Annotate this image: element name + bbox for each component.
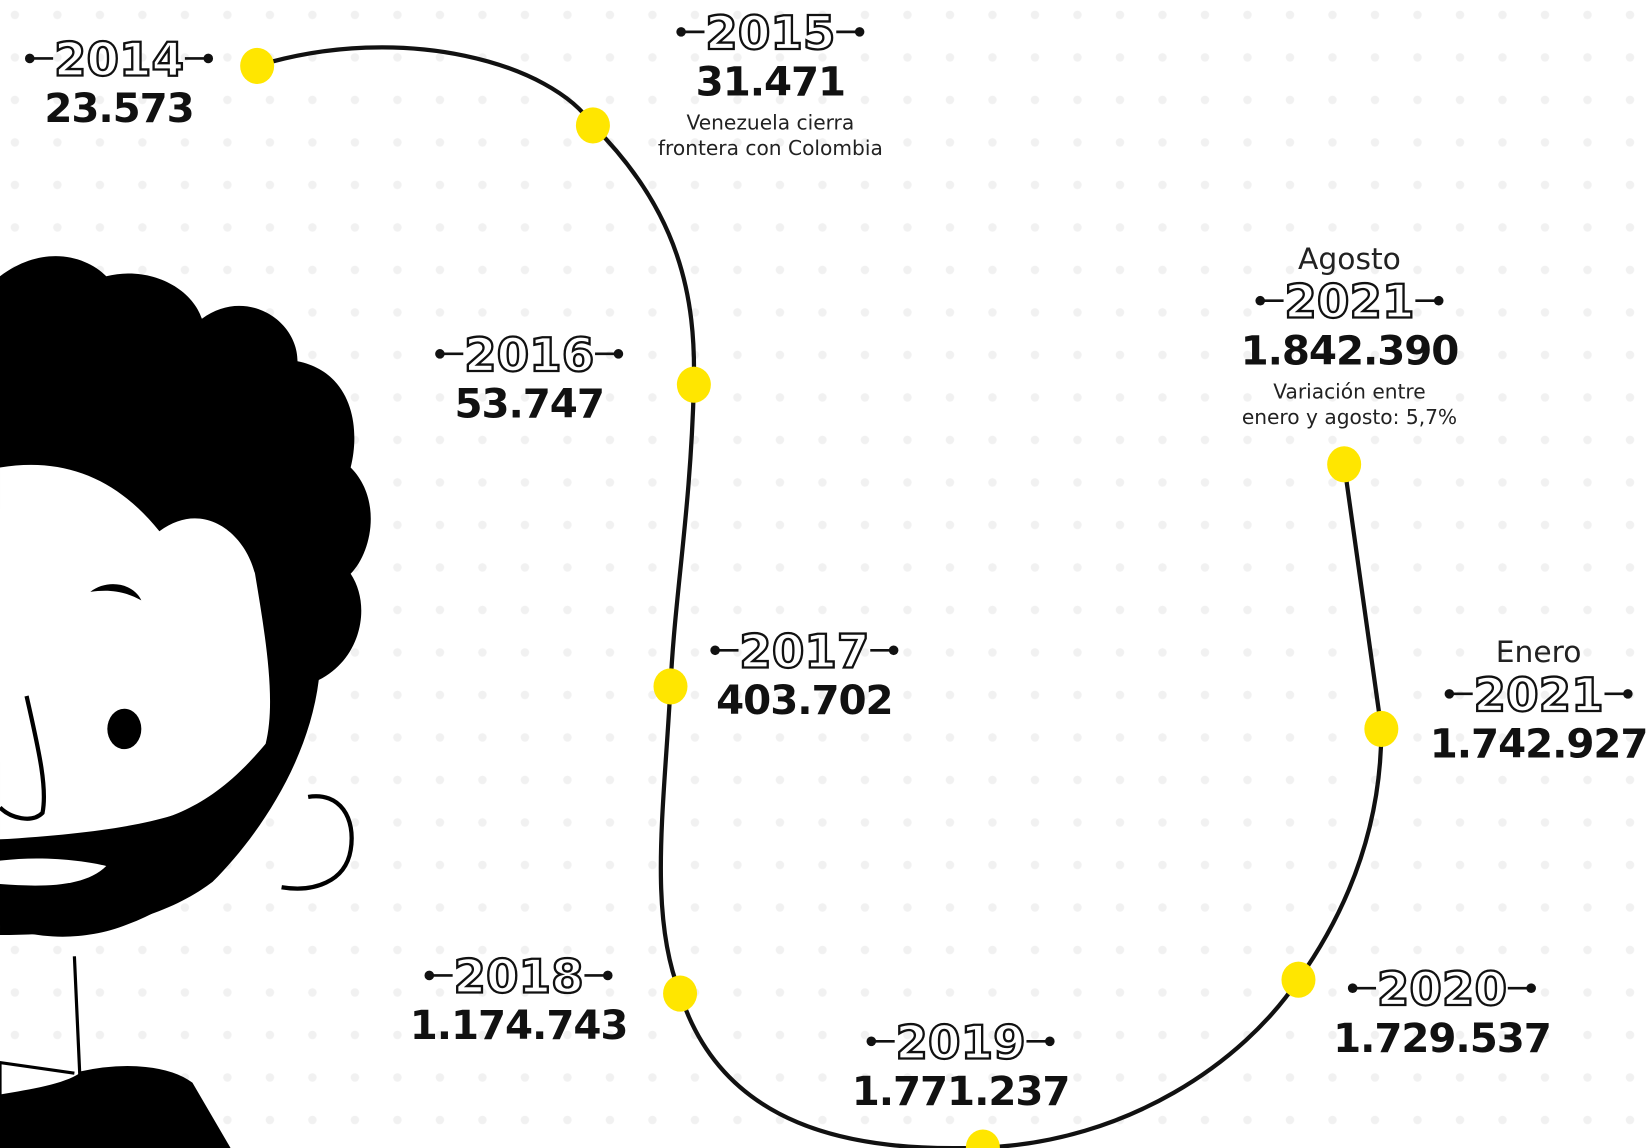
arrow-dot [1348,983,1358,993]
value-label: 1.742.927 [1430,721,1647,768]
arrow-dot [676,27,686,37]
arrow-dot [25,54,35,64]
page: {"timeline": [ {"year": "2014", "value":… [0,0,1647,1148]
value-label: 53.747 [454,381,603,428]
arrow-dot [425,971,435,981]
value-label: 23.573 [44,85,193,132]
arrow-dot [1434,296,1444,306]
note-line: frontera con Colombia [658,136,883,160]
period-label: Enero [1496,635,1582,670]
note-line: Venezuela cierra [687,111,855,135]
year-label: 2014 [54,33,184,87]
period-label: Agosto [1298,242,1401,277]
arrow-dot [1045,1037,1055,1047]
timeline-dot [1327,446,1361,482]
timeline-dot [576,107,610,143]
year-label: 2015 [705,7,835,61]
infographic: 201423.573 201531.471 Venezuela cierrafron… [0,0,1647,1148]
timeline-dot [677,367,711,403]
timeline-dot [240,48,274,84]
timeline-dot [1364,711,1398,747]
timeline-dot [663,975,697,1011]
note-line: Variación entre [1273,379,1425,403]
arrow-dot [867,1037,877,1047]
arrow-dot [889,646,899,656]
note-line: enero y agosto: 5,7% [1242,405,1457,429]
arrow-dot [203,54,213,64]
year-label: 2019 [896,1016,1026,1070]
year-label: 2018 [453,950,583,1004]
timeline-dot [1281,962,1315,998]
arrow-dot [710,646,720,656]
value-label: 1.174.743 [410,1002,628,1049]
arrow-dot [1526,983,1536,993]
year-label: 2020 [1377,963,1507,1017]
arrow-dot [1445,689,1455,699]
arrow-dot [603,971,613,981]
value-label: 1.842.390 [1241,327,1459,374]
year-label: 2016 [464,329,594,383]
timeline-dot [653,668,687,704]
year-label: 2021 [1284,276,1414,330]
arrow-dot [614,349,624,359]
value-label: 31.471 [696,59,845,106]
arrow-dot [1623,689,1633,699]
arrow-dot [435,349,445,359]
arrow-dot [855,27,865,37]
value-label: 403.702 [716,677,892,724]
value-label: 1.771.237 [852,1068,1070,1115]
arrow-dot [1255,296,1265,306]
year-label: 2017 [739,625,869,679]
year-label: 2021 [1474,669,1604,723]
value-label: 1.729.537 [1333,1015,1551,1062]
